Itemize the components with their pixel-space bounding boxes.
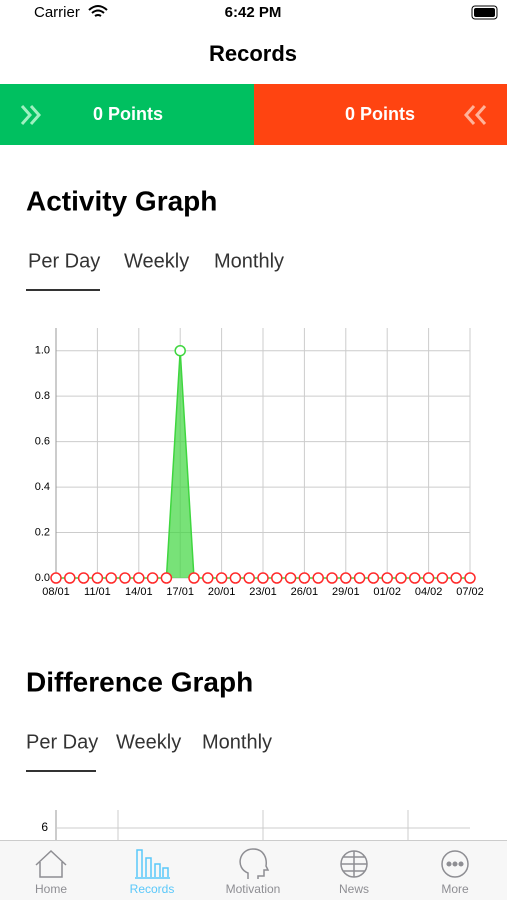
point [298,572,311,584]
x-tick-label: 14/01 [125,586,153,598]
more-dot [446,861,452,867]
point [215,572,228,584]
tab-icon[interactable] [340,850,368,878]
point [202,572,214,584]
point [146,572,159,584]
y-tick-label: 0.2 [35,526,50,538]
x-tick-label: 08/01 [42,586,70,598]
wifi-icon [88,5,108,17]
motivation-icon [239,848,270,879]
battery [471,5,498,20]
tab-label[interactable]: More [441,882,469,896]
point [284,572,297,584]
point [395,572,407,584]
point [326,572,338,584]
point [119,572,131,584]
x-tick-label: 26/01 [291,586,319,598]
activity-chart: 0.0 0.2 0.4 0.6 0.8 1.0 08/01 11/01 14/01 17/01 20… [35,328,484,598]
news-icon-lines [341,851,367,877]
point [64,572,76,584]
tab-label[interactable]: Motivation [226,882,281,896]
y-tick-label: 0.6 [35,436,50,448]
point [422,572,435,584]
point [436,572,449,584]
point [77,572,90,584]
tab-label[interactable]: Records [130,882,175,896]
carrier: Carrier [34,4,80,21]
point [381,572,393,584]
tab-bar [0,840,507,900]
x-tick-label: 11/01 [84,586,111,598]
point [133,572,145,584]
tab-icon[interactable] [441,850,469,878]
y-tick-label: 0.8 [35,390,50,402]
tab-items: Home Records Motivation News More [35,848,469,896]
chevron-right [20,105,42,125]
point [367,572,380,584]
points-right: 0 Points [345,104,415,124]
tab[interactable]: Per Day [26,731,98,753]
y-tick-label: 6 [41,820,48,834]
section-title: Activity Graph [26,185,217,216]
point [409,572,421,584]
point [312,572,324,584]
points-left: 0 Points [93,104,163,124]
more-icon [441,850,469,878]
tab-label[interactable]: News [339,882,369,896]
time: 6:42 PM [225,4,282,21]
tab[interactable]: Weekly [116,731,181,753]
y-tick-label: 0.4 [35,481,50,493]
section-title: Difference Graph [26,666,253,697]
point [229,572,242,584]
more-dot [458,861,464,867]
point [188,572,200,584]
chevron-left [463,105,487,125]
point [340,572,352,584]
tab[interactable]: Monthly [214,250,284,272]
tab[interactable]: Per Day [28,250,100,272]
tab[interactable]: Monthly [202,731,272,753]
point [105,572,117,584]
point [271,572,283,584]
point [353,572,366,584]
nav-title: Records [209,41,297,66]
records-icon [135,849,170,879]
point [174,344,186,357]
battery-level [474,8,495,17]
tab-label[interactable]: Home [35,882,67,896]
home-icon [35,849,67,878]
tab-icon[interactable] [239,848,270,879]
tab[interactable]: Weekly [124,250,189,272]
y-tick-label: 0.0 [35,572,50,584]
point [160,572,173,584]
x-tick-label: 23/01 [249,586,277,598]
point [464,572,476,584]
point [243,572,255,584]
x-tick-label: 01/02 [373,586,401,598]
tab-icon[interactable] [135,849,170,879]
point [257,572,269,584]
more-dot [452,861,458,867]
point [50,572,62,584]
x-tick-label: 29/01 [332,586,360,598]
x-tick-label: 17/01 [166,586,194,598]
points-left-bg [0,84,254,145]
tab-icon[interactable] [35,849,67,878]
x-tick-label: 07/02 [456,586,484,598]
y-tick-label: 1.0 [35,345,50,357]
point [91,572,104,584]
x-tick-label: 04/02 [415,586,443,598]
difference-chart: 6 [41,810,470,840]
x-tick-label: 20/01 [208,586,236,598]
point [450,572,462,584]
